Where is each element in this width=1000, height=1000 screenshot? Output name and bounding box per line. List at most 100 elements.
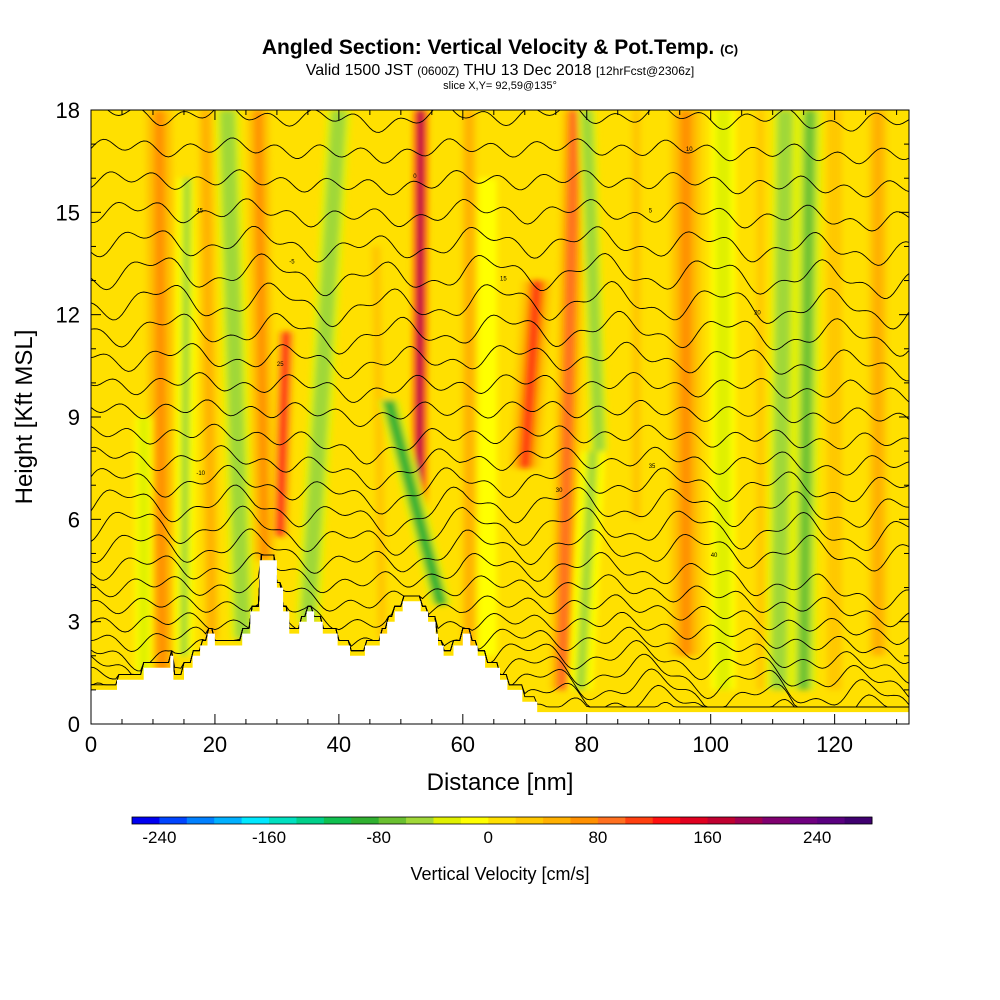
velocity-plume <box>873 110 883 656</box>
contour-label: 40 <box>711 553 718 559</box>
theta-contour <box>91 198 909 232</box>
y-tick-label: 15 <box>56 200 80 225</box>
theta-contour <box>91 311 909 357</box>
y-tick-label: 0 <box>68 712 80 737</box>
y-tick-label: 12 <box>56 303 80 328</box>
colorbar-swatch <box>817 817 846 824</box>
contour-label: 10 <box>686 147 693 153</box>
colorbar-swatch <box>351 817 380 824</box>
colorbar-tick-label: -80 <box>366 828 391 847</box>
y-tick-label: 18 <box>56 98 80 123</box>
colorbar-swatch <box>734 817 763 824</box>
contour-label: 45 <box>196 208 203 214</box>
contour-label: 35 <box>649 464 656 470</box>
theta-contour <box>91 66 909 102</box>
colorbar: -240 -160 -80 0 80 160 240 <box>131 816 873 847</box>
theta-contour <box>91 554 909 684</box>
colorbar-swatch <box>186 817 215 824</box>
chart-title: Angled Section: Vertical Velocity & Pot.… <box>261 36 739 59</box>
theta-contour <box>91 445 909 491</box>
terrain-mask <box>91 560 909 724</box>
colorbar-swatch <box>323 817 352 824</box>
y-tick-label: 6 <box>68 507 80 532</box>
velocity-plume <box>385 399 445 605</box>
colorbar-swatch <box>296 817 325 824</box>
velocity-plume <box>155 110 167 673</box>
y-axis-title: Height [Kft MSL] <box>11 330 38 505</box>
theta-contour <box>91 554 909 645</box>
contour-label: -10 <box>196 471 205 477</box>
theta-contour <box>91 505 909 556</box>
theta-contour <box>91 341 909 382</box>
colorbar-tick-label: -240 <box>142 828 176 847</box>
velocity-plume <box>417 110 424 520</box>
colorbar-swatch <box>707 817 736 824</box>
x-tick-label: 100 <box>692 732 729 757</box>
theta-contour <box>91 281 909 330</box>
velocity-field <box>134 110 894 690</box>
colorbar-tick-label: 0 <box>484 828 493 847</box>
velocity-plume <box>520 280 542 469</box>
colorbar-swatch <box>680 817 709 824</box>
y-tick-label: 9 <box>68 405 80 430</box>
velocity-plume <box>631 110 641 520</box>
colorbar-swatch <box>652 817 681 824</box>
theta-contour <box>91 528 909 574</box>
plot-area: -10 -5 0 5 10 15 20 25 30 35 40 45 <box>91 0 909 724</box>
colorbar-tick-label: 240 <box>803 828 831 847</box>
velocity-plume <box>141 417 147 673</box>
contour-label: 20 <box>754 311 761 317</box>
contour-label: 15 <box>500 277 507 283</box>
velocity-plume <box>719 110 727 690</box>
velocity-plume <box>484 178 491 656</box>
colorbar-swatch <box>214 817 243 824</box>
colorbar-tick-label: 160 <box>693 828 721 847</box>
theta-contour <box>91 464 909 515</box>
colorbar-swatch <box>515 817 544 824</box>
theta-contour <box>91 225 909 266</box>
velocity-plume <box>558 110 579 690</box>
colorbar-swatch <box>844 817 873 824</box>
colorbar-swatch <box>378 817 407 824</box>
theta-contour <box>91 399 909 428</box>
theta-contour <box>91 28 909 70</box>
theta-contour <box>107 110 909 133</box>
theta-contour <box>91 554 909 628</box>
velocity-plume <box>371 246 387 639</box>
valid-time: Valid 1500 JST (0600Z) THU 13 Dec 2018 [… <box>305 62 695 79</box>
colorbar-swatch <box>762 817 791 824</box>
colorbar-swatch <box>406 817 434 824</box>
colorbar-swatch <box>570 817 599 824</box>
theta-contour <box>91 0 909 37</box>
theta-contour <box>91 554 909 664</box>
colorbar-swatch <box>789 817 818 824</box>
contour-label: 30 <box>556 488 563 494</box>
x-tick-label: 80 <box>575 732 599 757</box>
velocity-plume <box>830 110 839 690</box>
velocity-plume <box>799 110 814 690</box>
contour-label: -5 <box>289 260 295 266</box>
velocity-plume <box>775 110 789 690</box>
velocity-plume <box>254 110 268 561</box>
velocity-plume <box>681 110 691 656</box>
x-tick-label: 0 <box>85 732 97 757</box>
theta-contour <box>91 169 909 198</box>
colorbar-swatch <box>269 817 297 824</box>
colorbar-swatch <box>132 817 160 824</box>
theta-contour <box>91 137 909 165</box>
colorbar-swatch <box>241 817 270 824</box>
contour-label: 25 <box>277 362 284 368</box>
colorbar-tick-label: 80 <box>588 828 607 847</box>
velocity-plume <box>756 110 764 690</box>
theta-contour <box>91 423 909 465</box>
contour-labels: -10 -5 0 5 10 15 20 25 30 35 40 45 <box>196 147 761 559</box>
velocity-plume <box>583 110 602 452</box>
colorbar-swatch <box>543 817 572 824</box>
slice-info: slice X,Y= 92,59@135° <box>443 80 557 92</box>
colorbar-title: Vertical Velocity [cm/s] <box>410 864 589 884</box>
x-tick-label: 60 <box>451 732 475 757</box>
contour-label: 0 <box>413 174 417 180</box>
x-tick-label: 40 <box>327 732 351 757</box>
velocity-plume <box>277 331 289 537</box>
